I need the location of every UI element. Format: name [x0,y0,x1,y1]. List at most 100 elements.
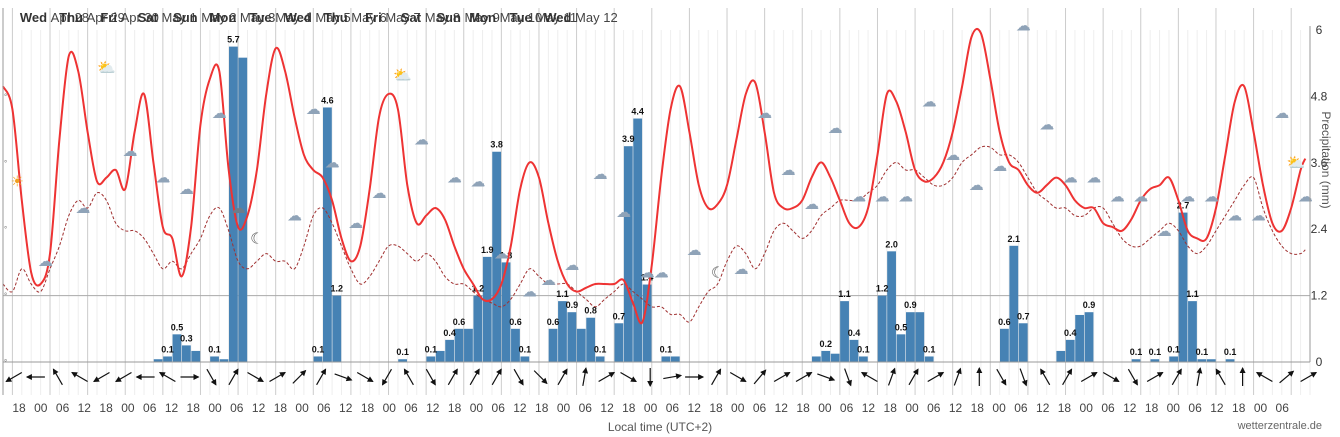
precip-bar [1018,323,1028,362]
cloud-icon: ☁ [541,271,556,289]
wind-arrow [513,368,524,386]
precip-bar-label: 0.7 [613,311,626,321]
day-label: Mon May 3 [210,10,276,25]
cloud-icon: ☁ [969,176,984,194]
day-name: Wed [20,10,51,25]
precip-bar [482,256,492,362]
day-date: May 2 [201,10,236,25]
wind-arrow-head [1215,368,1222,376]
hour-label: 12 [339,401,353,415]
rain-cloud-icon: ☁ [155,169,170,187]
wind-arrow-head [1255,372,1263,378]
day-date: May 4 [275,10,310,25]
precip-bar [492,151,502,362]
wind-arrow [1279,370,1295,384]
precip-bar [473,295,483,362]
wind-arrow [425,368,436,386]
day-label: Wed May 12 [544,10,617,25]
wind-arrow-head [846,379,852,387]
y-tick-label: 4.8 [1311,89,1328,103]
precip-bar [642,284,652,362]
cloud-icon: ☁ [179,180,194,198]
wind-arrow [1102,371,1120,383]
day-name: Sat [401,10,425,25]
wind-arrow [773,371,791,383]
rain-cloud-icon: ☁ [494,245,509,263]
wind-arrow-head [52,368,59,376]
precip-bar [313,356,323,362]
cloud-icon: ☁ [414,131,429,149]
wind-arrow-head [805,372,813,378]
wind-arrow-head [1112,376,1120,382]
wind-arrow [356,371,374,383]
cloud-icon: ☁ [1298,188,1313,206]
sun-cloud-icon: ⛅ [393,66,412,84]
cloud-icon: ☁ [1016,17,1031,35]
precip-bar-label: 0.6 [509,317,522,327]
hour-label: 12 [862,401,876,415]
wind-arrow [93,371,110,383]
wind-arrow-head [25,374,32,380]
sun-cloud-icon: ⛅ [97,58,116,76]
cloud-icon: ☁ [1274,104,1289,122]
precip-bar [576,328,586,362]
precip-bar-label: 0.5 [895,322,908,332]
left-axis-degree-mark: ° [4,358,7,367]
wind-arrow [5,371,23,383]
cloud-icon: ☁ [687,241,702,259]
wind-arrow-head [115,376,122,382]
day-date: May 7 [385,10,420,25]
precip-bar-label: 0.1 [594,344,607,354]
day-label: Thu Apr 29 [59,10,125,25]
wind-arrow-head [912,368,919,376]
precip-bar-label: 4.4 [631,107,644,117]
wind-arrow [158,371,176,383]
precip-bar [670,356,680,362]
hour-label: 06 [666,401,680,415]
wind-arrow [25,374,45,380]
precip-bar [332,295,342,362]
precip-bar [464,328,473,362]
cloud-icon: ☁ [212,104,227,122]
precip-bar [821,350,831,362]
precip-bar-label: 1.8 [500,250,513,260]
wind-arrow-head [890,367,896,375]
wind-arrow-head [474,368,480,376]
precip-bar [614,323,624,362]
hour-label: 12 [513,401,527,415]
wind-arrow [247,371,264,383]
precip-bar-label: 0.2 [819,339,832,349]
precip-bar-label: 0.6 [453,317,466,327]
hour-label: 06 [143,401,157,415]
wind-arrow-head [518,378,524,386]
precip-bar-label: 1.4 [641,273,654,283]
precip-bar [1000,328,1009,362]
precip-bar-label: 0.9 [904,300,917,310]
precip-bar-label: 0.6 [998,317,1011,327]
precip-bar [586,317,596,362]
hour-label: 06 [56,401,70,415]
wind-arrow-head [937,372,945,378]
hour-label: 12 [600,401,614,415]
precip-bar [1225,359,1235,362]
wind-arrow-head [299,369,307,377]
precip-bar [548,328,558,362]
day-date: May 8 [425,10,460,25]
wind-arrow [1215,368,1226,386]
hour-label: 00 [557,401,571,415]
wind-arrow-head [5,376,13,382]
wind-arrow [1196,367,1203,386]
rain-cloud-icon: ☁ [348,214,363,232]
wind-arrow [795,371,813,383]
hour-label: 06 [317,401,331,415]
wind-arrow [447,368,458,386]
rain-cloud-icon: ☁ [522,283,537,301]
wind-arrow-head [403,368,410,376]
precip-bar-label: 2.0 [885,239,898,249]
sun-icon: ☀ [10,172,23,190]
wind-arrow-head [715,368,722,376]
x-axis-title: Local time (UTC+2) [608,420,712,434]
cloud-icon: ☁ [447,169,462,187]
precip-bar [1065,339,1075,362]
precip-bar [1188,301,1197,362]
